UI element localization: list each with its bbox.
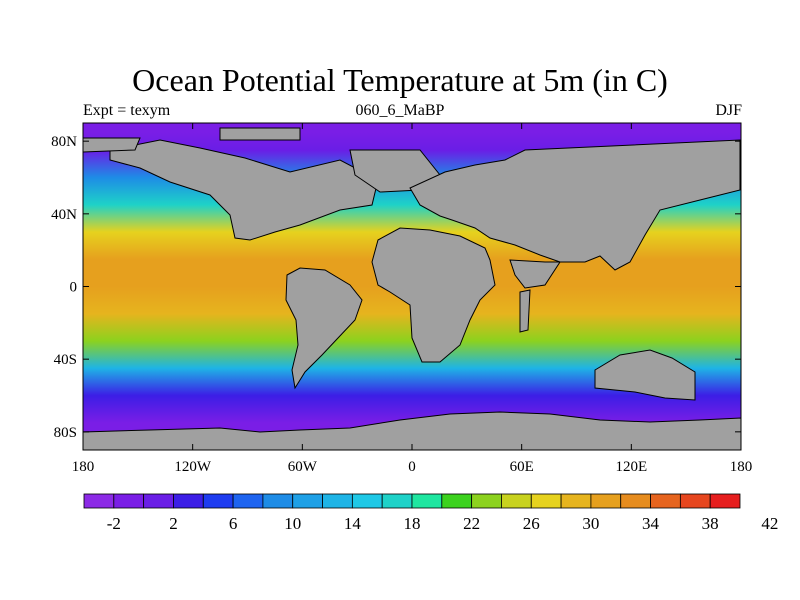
axis-ticks: 180 120W 60W 0 60E 120E 180 80N 40N 0 40S 80S: [51, 123, 752, 475]
colorbar-swatch: [173, 493, 204, 509]
lon-tick-label: 120E: [615, 459, 647, 475]
colorbar-label: 38: [702, 514, 719, 533]
colorbar-swatch: [709, 493, 741, 509]
lat-tick-label: 40N: [51, 207, 77, 223]
experiment-label: Expt = texym: [83, 102, 171, 119]
colorbar-swatch: [322, 493, 353, 509]
colorbar-label: 22: [463, 514, 480, 533]
colorbar-swatch: [650, 493, 681, 509]
land-australia: [594, 349, 696, 401]
land-north-america: [109, 139, 379, 241]
colorbar-swatch: [292, 493, 323, 509]
colorbar-swatch: [262, 493, 294, 509]
colorbar-swatch: [202, 493, 234, 509]
map-area: [83, 123, 741, 450]
colorbar: -2 2 6 10 14 18 22 26 30 34 38 42: [83, 493, 778, 533]
land-madagascar: [519, 289, 531, 333]
colorbar-swatch: [232, 493, 264, 509]
lon-tick-label: 120W: [174, 459, 212, 475]
colorbar-swatch: [143, 493, 174, 509]
land-eurasia: [409, 139, 741, 271]
lat-tick-label: 80S: [54, 425, 77, 441]
colorbar-swatch: [351, 493, 383, 509]
lon-tick-label: 60E: [510, 459, 534, 475]
colorbar-swatch: [501, 493, 532, 509]
colorbar-label: -2: [107, 514, 121, 533]
plot-title: Ocean Potential Temperature at 5m (in C): [132, 62, 668, 98]
colorbar-label: 14: [344, 514, 362, 533]
lon-tick-label: 0: [408, 459, 416, 475]
land-antarctica: [83, 411, 741, 450]
colorbar-swatch: [83, 493, 115, 509]
colorbar-swatch: [530, 493, 562, 509]
season-label: DJF: [715, 102, 742, 119]
land-india: [509, 259, 561, 289]
colorbar-label: 34: [642, 514, 660, 533]
colorbar-label: 2: [169, 514, 178, 533]
colorbar-swatch: [590, 493, 622, 509]
colorbar-label: 18: [404, 514, 421, 533]
lon-tick-label: 180: [72, 459, 95, 475]
lat-tick-label: 0: [70, 280, 78, 296]
colorbar-swatch: [113, 493, 145, 509]
lat-tick-label: 40S: [54, 352, 77, 368]
lon-tick-label: 60W: [288, 459, 318, 475]
land-africa: [371, 227, 496, 363]
colorbar-swatch: [471, 493, 502, 509]
colorbar-label: 30: [582, 514, 599, 533]
colorbar-swatch: [560, 493, 592, 509]
land-layer: [83, 127, 741, 450]
colorbar-swatch: [679, 493, 711, 509]
land-south-america: [285, 267, 363, 390]
colorbar-label: 10: [284, 514, 301, 533]
colorbar-label: 6: [229, 514, 238, 533]
land-arctic-islands: [83, 127, 301, 153]
time-label: 060_6_MaBP: [355, 102, 445, 119]
colorbar-label: 42: [761, 514, 778, 533]
colorbar-label: 26: [523, 514, 540, 533]
lon-tick-label: 180: [730, 459, 753, 475]
colorbar-swatch: [441, 493, 473, 509]
colorbar-swatch: [411, 493, 443, 509]
colorbar-swatch: [620, 493, 651, 509]
lat-tick-label: 80N: [51, 134, 77, 150]
colorbar-swatch: [381, 493, 413, 509]
